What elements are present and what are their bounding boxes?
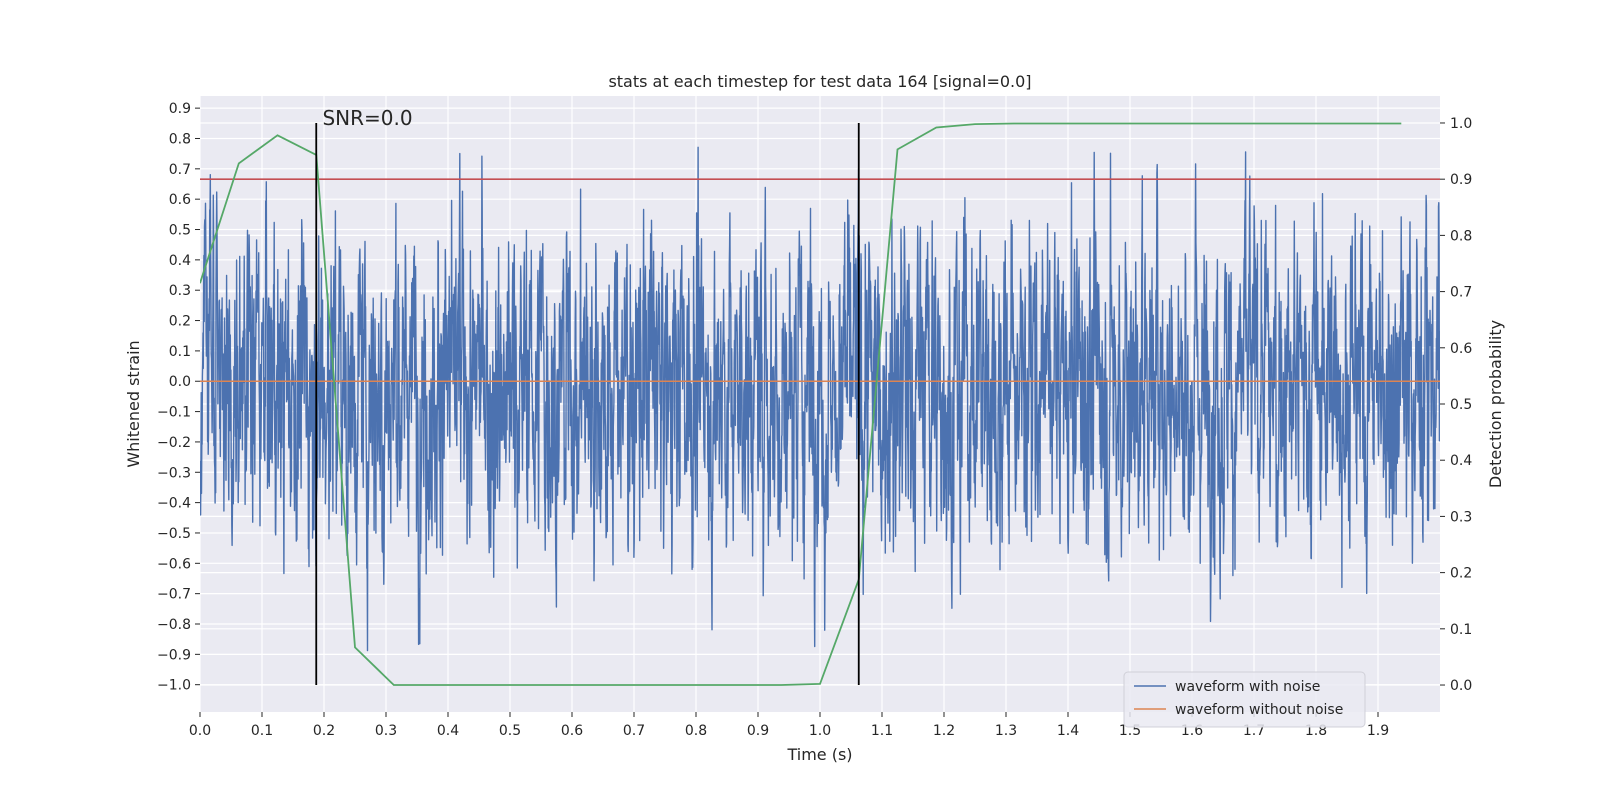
y-tick-label: 0.4 xyxy=(169,253,191,269)
x-axis-label: Time (s) xyxy=(786,745,852,764)
y2-tick-label: 0.4 xyxy=(1450,453,1472,469)
y-tick-label: 0.7 xyxy=(169,162,191,178)
marker-lines xyxy=(315,122,860,686)
y-axis-label: Whitened strain xyxy=(124,340,143,467)
y2-tick-label: 0.0 xyxy=(1450,678,1472,694)
y-tick-label: 0.9 xyxy=(169,101,191,117)
legend-label-noise: waveform with noise xyxy=(1175,679,1320,695)
x-tick-label: 0.9 xyxy=(747,723,769,739)
y2-axis-label: Detection probability xyxy=(1486,320,1505,488)
y-tick-label: 0.8 xyxy=(169,131,191,147)
legend-box xyxy=(1123,671,1366,728)
y-tick-label: −0.6 xyxy=(157,556,191,572)
y-tick-label: 0.1 xyxy=(169,344,191,360)
y2-tick-label: 0.6 xyxy=(1450,341,1472,357)
y2-tick-label: 0.3 xyxy=(1450,509,1472,525)
x-tick-label: 0.3 xyxy=(375,723,397,739)
y2-tick-label: 0.7 xyxy=(1450,285,1472,301)
y2-tick-label: 0.8 xyxy=(1450,228,1472,244)
y2-tick-label: 1.0 xyxy=(1450,116,1472,132)
y-axis-ticks: 0.9 0.8 0.7 0.6 0.5 0.4 0.3 0.2 0.1 0.0 −0.1 −0.2 −0… xyxy=(157,101,200,694)
y-tick-label: −0.2 xyxy=(157,435,191,451)
y-tick-label: −0.8 xyxy=(157,617,191,633)
x-tick-label: 0.0 xyxy=(189,723,211,739)
y2-axis-ticks: 0.0 0.1 0.2 0.3 0.4 0.5 0.6 0.7 0.8 0.9 1.0 xyxy=(1440,116,1472,694)
y2-tick-label: 0.1 xyxy=(1450,622,1472,638)
y-tick-label: −0.7 xyxy=(157,587,191,603)
y-tick-label: −1.0 xyxy=(157,678,191,694)
y-tick-label: −0.1 xyxy=(157,405,191,421)
y-tick-label: −0.4 xyxy=(157,496,191,512)
legend: waveform with noise waveform without noi… xyxy=(1123,671,1366,728)
chart-title: stats at each timestep for test data 164… xyxy=(608,72,1031,91)
y-tick-label: −0.3 xyxy=(157,465,191,481)
snr-annotation: SNR=0.0 xyxy=(322,106,412,130)
waveform-with-noise-line xyxy=(200,146,1440,652)
y-tick-label: 0.5 xyxy=(169,223,191,239)
y2-tick-label: 0.9 xyxy=(1450,172,1472,188)
x-tick-label: 0.8 xyxy=(685,723,707,739)
y-tick-label: 0.0 xyxy=(169,374,191,390)
x-tick-label: 0.6 xyxy=(561,723,583,739)
y-tick-label: −0.5 xyxy=(157,526,191,542)
detection-probability-line xyxy=(200,122,1402,686)
y2-tick-label: 0.5 xyxy=(1450,397,1472,413)
y-tick-label: 0.2 xyxy=(169,314,191,330)
y2-tick-label: 0.2 xyxy=(1450,566,1472,582)
y-tick-label: 0.3 xyxy=(169,283,191,299)
x-tick-label: 0.4 xyxy=(437,723,459,739)
series-waveform-with-noise xyxy=(200,146,1440,652)
x-tick-label: 1.2 xyxy=(933,723,955,739)
x-tick-label: 0.5 xyxy=(499,723,521,739)
x-tick-label: 0.1 xyxy=(251,723,273,739)
x-tick-label: 1.1 xyxy=(871,723,893,739)
x-tick-label: 1.3 xyxy=(995,723,1017,739)
x-tick-label: 1.0 xyxy=(809,723,831,739)
y-tick-label: −0.9 xyxy=(157,647,191,663)
legend-label-clean: waveform without noise xyxy=(1175,702,1343,718)
x-tick-label: 0.7 xyxy=(623,723,645,739)
x-tick-label: 0.2 xyxy=(313,723,335,739)
series-detection-probability xyxy=(200,122,1402,686)
y-tick-label: 0.6 xyxy=(169,192,191,208)
x-tick-label: 1.9 xyxy=(1367,723,1389,739)
x-tick-label: 1.4 xyxy=(1057,723,1079,739)
plot-area xyxy=(200,122,1440,686)
